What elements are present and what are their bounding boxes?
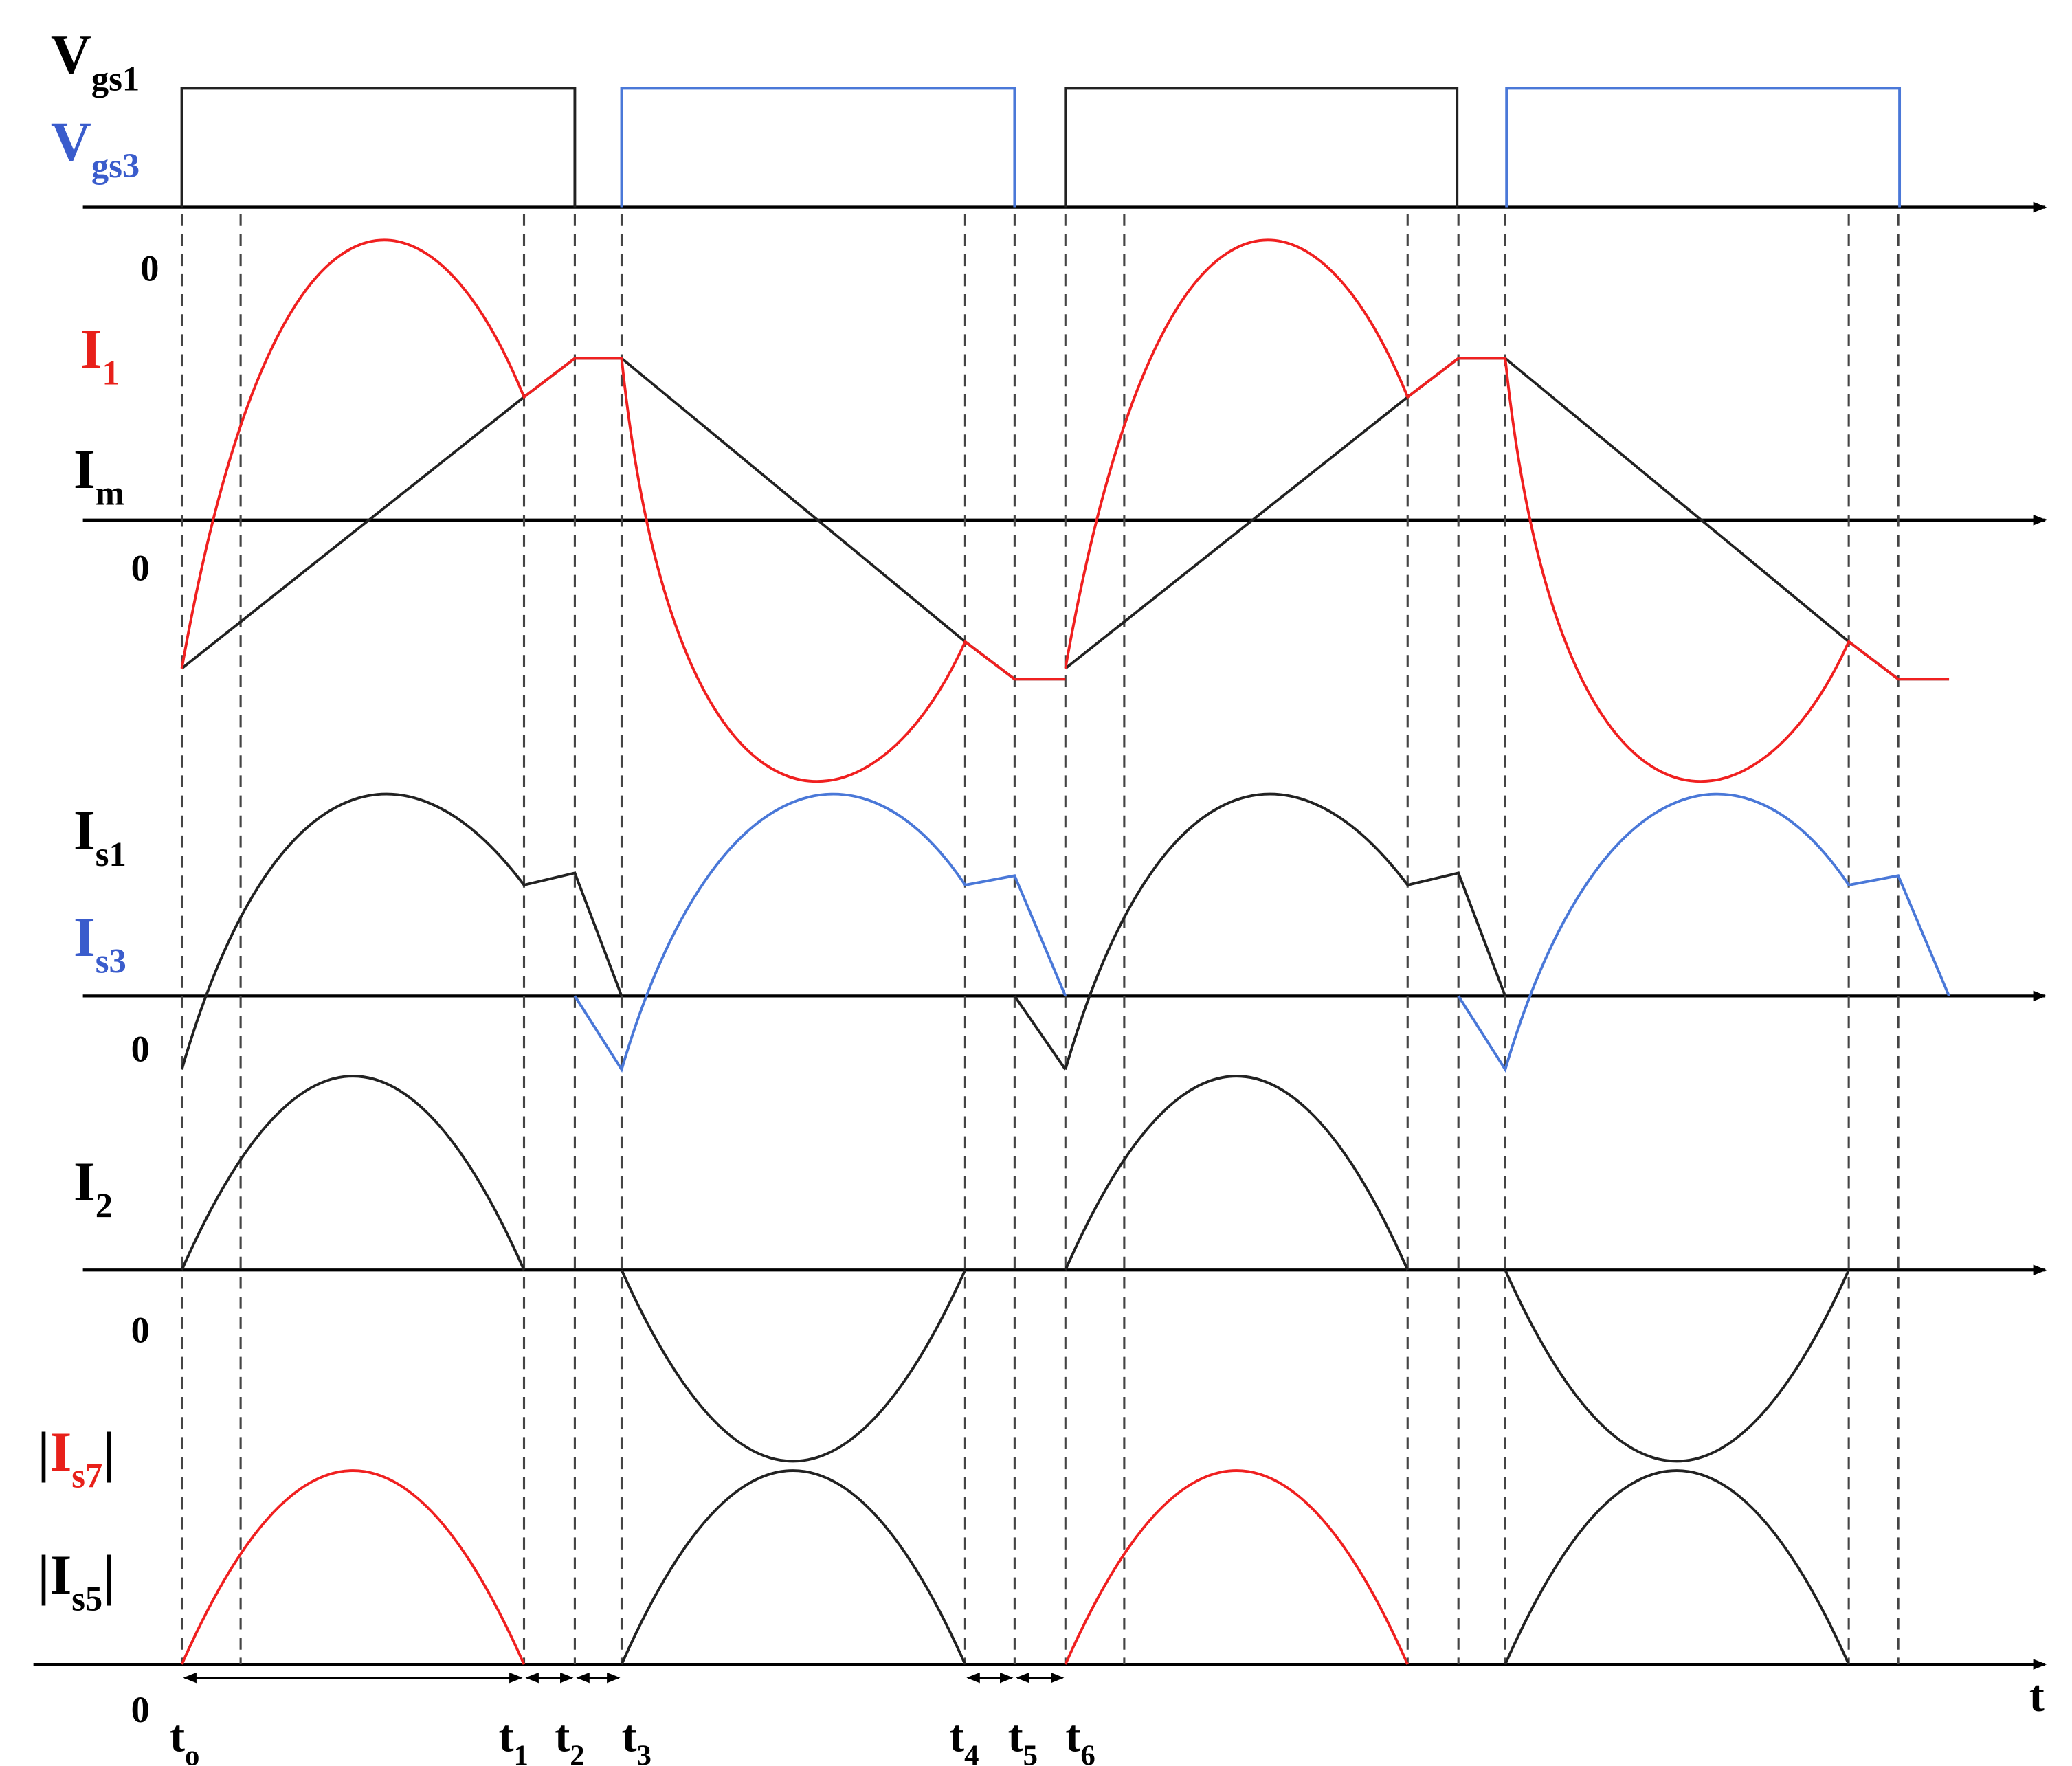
is5-wave [1504, 1469, 1850, 1665]
label-sub: s3 [96, 942, 126, 981]
i2-wave [1064, 1075, 1410, 1271]
is1-wave [1013, 995, 1067, 1071]
label-bar: | [102, 1543, 115, 1606]
signal-label: t3 [622, 1712, 651, 1766]
waveforms [180, 87, 1950, 1684]
signal-label: Is1 [74, 798, 126, 873]
i2-wave [180, 1075, 526, 1271]
i1-wave [1064, 238, 1950, 783]
is5-wave [620, 1469, 967, 1665]
gate-pulse [1064, 87, 1459, 208]
i2-wave [620, 1269, 967, 1463]
label-sub: 2 [96, 1187, 113, 1225]
is1-wave [180, 792, 623, 1070]
is3-wave [573, 792, 1067, 1073]
signal-label: t5 [1008, 1712, 1038, 1766]
label-main: t [1008, 1712, 1023, 1762]
signal-label: Is3 [74, 906, 126, 981]
i1-wave [180, 238, 1066, 783]
label-sub: s5 [71, 1580, 102, 1618]
is1-wave [1064, 792, 1507, 1070]
label-main: I [74, 1150, 96, 1213]
signal-label: I2 [74, 1150, 113, 1225]
label-sub: 6 [1080, 1739, 1095, 1766]
label-sub: s7 [71, 1457, 102, 1495]
label-sub: s1 [96, 835, 126, 873]
is3-wave [1457, 792, 1950, 1073]
label-sub: m [96, 474, 124, 513]
label-main: t [622, 1712, 637, 1762]
zero-label: 0 [131, 1308, 150, 1350]
zero-label: 0 [140, 247, 159, 289]
signal-label: I1 [80, 317, 120, 392]
label-main: I [49, 1543, 71, 1606]
label-sub: 4 [964, 1739, 979, 1766]
label-main: t [170, 1712, 185, 1762]
label-main: I [74, 798, 96, 861]
label-main: V [51, 110, 91, 172]
label-sub: 1 [102, 354, 120, 392]
signal-label: Im [74, 438, 124, 513]
signal-label: Vgs1 [51, 23, 140, 98]
label-main: I [49, 1420, 71, 1483]
label-main: t [949, 1712, 964, 1762]
signal-label: t1 [499, 1712, 528, 1766]
is7-wave [180, 1469, 526, 1665]
is7-wave [1064, 1469, 1410, 1665]
i2-wave [1504, 1269, 1850, 1463]
label-sub: 5 [1023, 1739, 1038, 1766]
zero-label: 0 [131, 1688, 150, 1730]
zero-label: 0 [131, 1028, 150, 1070]
signal-label: t2 [555, 1712, 584, 1766]
gate-pulse [1505, 87, 1902, 208]
zero-label: 0 [131, 546, 150, 588]
time-markers [180, 214, 1900, 1665]
signal-label: to [170, 1712, 199, 1766]
signal-label: |Is7| [37, 1420, 115, 1495]
label-sub: gs3 [91, 146, 140, 185]
signal-label: t4 [949, 1712, 979, 1766]
gate-pulse [620, 87, 1016, 208]
label-sub: gs1 [91, 60, 140, 98]
label-main: t [499, 1712, 514, 1762]
label-main: I [80, 317, 102, 380]
label-bar: | [37, 1420, 49, 1483]
signal-label: Vgs3 [51, 110, 140, 185]
label-sub: o [185, 1739, 199, 1766]
label-main: t [1065, 1712, 1080, 1762]
axis-label: t [2029, 1671, 2045, 1721]
label-main: I [74, 906, 96, 968]
label-bar: | [102, 1420, 115, 1483]
label-sub: 2 [570, 1739, 584, 1766]
signal-label: t6 [1065, 1712, 1095, 1766]
label-sub: 3 [637, 1739, 651, 1766]
label-bar: | [37, 1543, 49, 1606]
label-main: V [51, 23, 91, 86]
label-main: I [74, 438, 96, 500]
gate-pulse [180, 87, 577, 208]
label-main: t [555, 1712, 570, 1762]
signal-label: |Is5| [37, 1543, 115, 1618]
label-sub: 1 [514, 1739, 528, 1766]
